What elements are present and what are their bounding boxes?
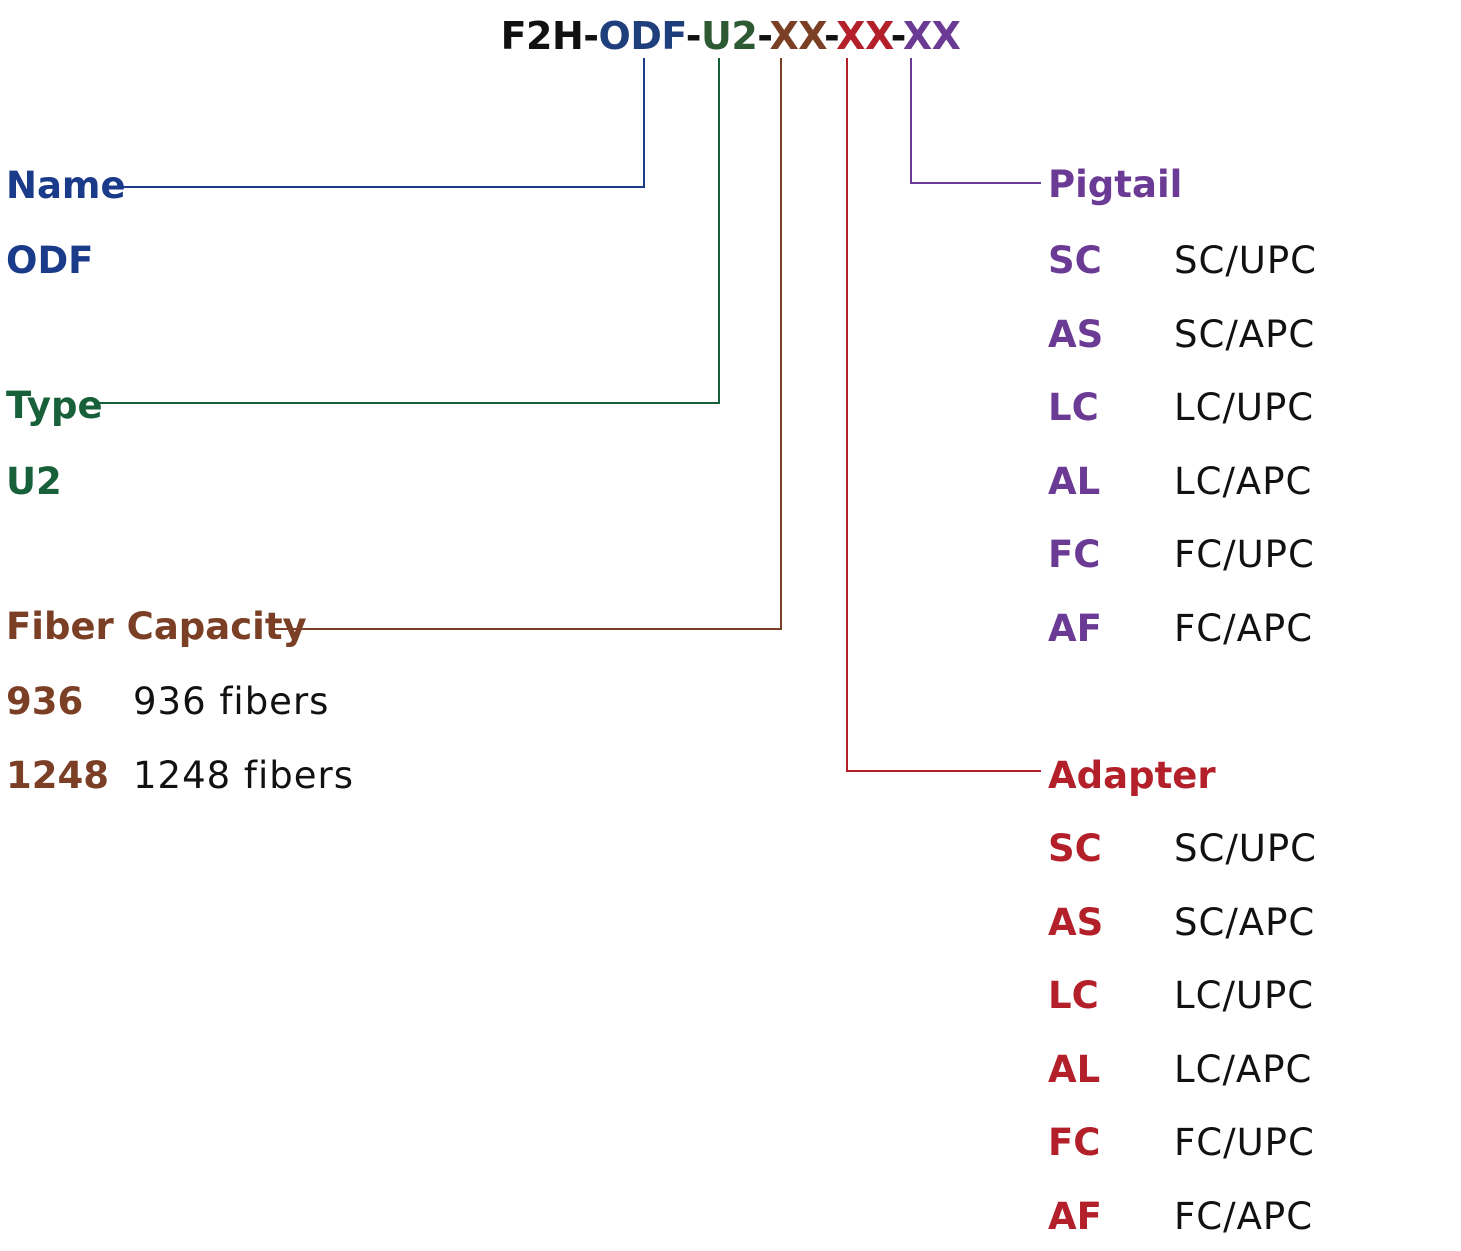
adapter-connector — [846, 58, 1041, 772]
pigtail-desc: FC/APC — [1174, 607, 1314, 650]
adapter-desc: FC/UPC — [1174, 1121, 1315, 1164]
model-code-separator: - — [685, 14, 702, 58]
adapter-code: FC — [1048, 1121, 1101, 1164]
type-connector — [98, 58, 720, 404]
name-connector — [123, 58, 645, 188]
capacity-desc: 1248 fibers — [133, 754, 354, 797]
model-code-part-adapter: XX — [836, 14, 891, 58]
pigtail-desc: LC/UPC — [1174, 386, 1315, 429]
capacity-code: 1248 — [6, 754, 109, 797]
capacity-heading: Fiber Capacity — [6, 605, 307, 648]
capacity-connector — [272, 58, 782, 630]
model-code-part-capacity: XX — [769, 14, 824, 58]
adapter-code: AF — [1048, 1195, 1102, 1238]
model-code-part-name: ODF — [598, 14, 687, 58]
adapter-desc: LC/APC — [1174, 1048, 1313, 1091]
model-code: F2H-ODF-U2-XX-XX-XX — [0, 14, 1461, 58]
adapter-code: SC — [1048, 827, 1102, 870]
pigtail-code: SC — [1048, 239, 1102, 282]
model-code-separator: - — [890, 14, 904, 58]
adapter-code: AS — [1048, 901, 1104, 944]
pigtail-code: AL — [1048, 460, 1101, 503]
adapter-desc: FC/APC — [1174, 1195, 1314, 1238]
model-code-part-type: U2 — [700, 14, 758, 58]
pigtail-desc: LC/APC — [1174, 460, 1313, 503]
capacity-desc: 936 fibers — [133, 680, 330, 723]
model-code-separator: - — [823, 14, 837, 58]
model-code-part-prefix: F2H- — [500, 14, 599, 58]
adapter-code: LC — [1048, 974, 1099, 1017]
type-heading: Type — [6, 384, 103, 427]
pigtail-heading: Pigtail — [1048, 163, 1183, 206]
pigtail-code: AF — [1048, 607, 1102, 650]
type-value: U2 — [6, 460, 62, 503]
name-value: ODF — [6, 239, 94, 282]
pigtail-code: LC — [1048, 386, 1099, 429]
pigtail-code: FC — [1048, 533, 1101, 576]
adapter-desc: SC/UPC — [1174, 827, 1318, 870]
name-heading: Name — [6, 164, 126, 207]
pigtail-desc: SC/UPC — [1174, 239, 1318, 282]
model-code-part-pigtail: XX — [902, 14, 961, 58]
pigtail-desc: FC/UPC — [1174, 533, 1315, 576]
adapter-desc: LC/UPC — [1174, 974, 1315, 1017]
pigtail-code: AS — [1048, 313, 1104, 356]
model-code-separator: - — [757, 14, 770, 58]
adapter-heading: Adapter — [1048, 754, 1216, 797]
adapter-desc: SC/APC — [1174, 901, 1316, 944]
adapter-code: AL — [1048, 1048, 1101, 1091]
pigtail-connector — [910, 58, 1041, 184]
capacity-code: 936 — [6, 680, 84, 723]
pigtail-desc: SC/APC — [1174, 313, 1316, 356]
